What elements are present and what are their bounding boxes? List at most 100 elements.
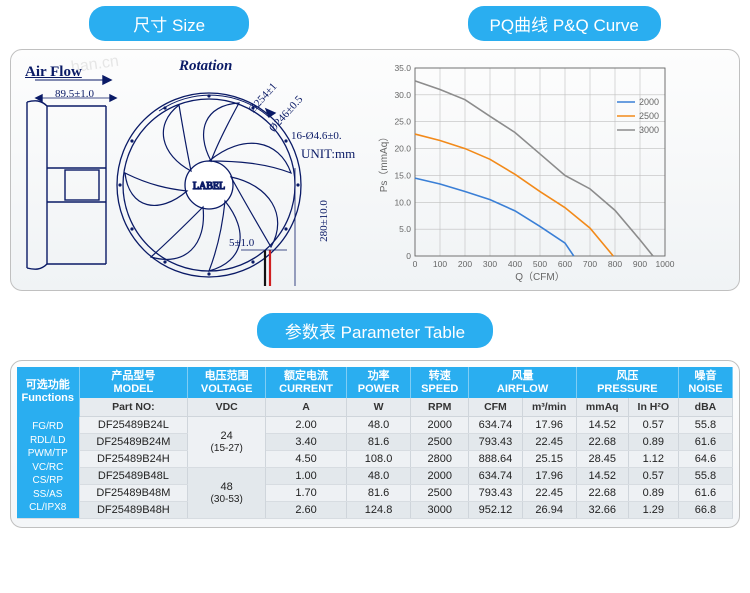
cell: 888.64 [469,451,522,468]
cell: 0.89 [628,434,678,451]
sub-cfm: CFM [469,398,522,417]
header-row-1: 可选功能Functions 产品型号MODEL 电压范围VOLTAGE 额定电流… [17,367,733,398]
table-body: FG/RDRDL/LDPWM/TPVC/RCCS/RPSS/ASCL/IPX8D… [17,417,733,519]
cell: 22.45 [522,485,576,502]
svg-text:35.0: 35.0 [394,63,411,73]
cell-model: DF25489B24L [79,417,188,434]
cell: 48.0 [347,417,411,434]
th-current: 额定电流CURRENT [266,367,347,398]
svg-text:10.0: 10.0 [394,197,411,207]
cell: 3.40 [266,434,347,451]
svg-text:2500: 2500 [639,111,659,121]
functions-cell: FG/RDRDL/LDPWM/TPVC/RCCS/RPSS/ASCL/IPX8 [17,417,79,519]
cell: 1.29 [628,502,678,519]
cell: 81.6 [347,485,411,502]
th-airflow: 风量AIRFLOW [469,367,576,398]
cell: 81.6 [347,434,411,451]
cell: 2.60 [266,502,347,519]
cell: 61.6 [678,485,732,502]
cell: 25.15 [522,451,576,468]
cell: 64.6 [678,451,732,468]
cell: 55.8 [678,468,732,485]
th-pressure: 风压PRESSURE [576,367,678,398]
sub-inh2o: In H²O [628,398,678,417]
table-row: DF25489B48H2.60124.83000952.1226.9432.66… [17,502,733,519]
cell: 952.12 [469,502,522,519]
cell: 0.89 [628,485,678,502]
svg-text:30.0: 30.0 [394,90,411,100]
svg-text:Ps（mmAq）: Ps（mmAq） [378,132,390,193]
svg-text:800: 800 [608,259,622,269]
sub-vdc: VDC [188,398,266,417]
cell: 2000 [411,417,469,434]
width-dim: 89.5±1.0 [55,88,94,100]
cell: 66.8 [678,502,732,519]
svg-text:25.0: 25.0 [394,117,411,127]
size-heading: 尺寸 Size [89,6,249,41]
table-heading: 参数表 Parameter Table [257,313,493,348]
fan-svg: LABEL [11,50,371,290]
unit-label: UNIT:mm [301,146,355,162]
th-model: 产品型号MODEL [79,367,188,398]
table-heading-row: 参数表 Parameter Table [0,291,750,356]
rotation-label: Rotation [179,58,232,75]
cell: 17.96 [522,468,576,485]
cell-model: DF25489B24H [79,451,188,468]
cell: 108.0 [347,451,411,468]
svg-text:300: 300 [483,259,497,269]
cell: 0.57 [628,417,678,434]
sub-rpm: RPM [411,398,469,417]
cell: 14.52 [576,417,628,434]
sub-w: W [347,398,411,417]
cell: 4.50 [266,451,347,468]
svg-text:900: 900 [633,259,647,269]
cell: 2500 [411,434,469,451]
cell: 3000 [411,502,469,519]
svg-text:1000: 1000 [656,259,675,269]
pq-heading: PQ曲线 P&Q Curve [468,6,661,41]
cell: 17.96 [522,417,576,434]
svg-text:0: 0 [413,259,418,269]
wire-h: 5±1.0 [229,237,254,249]
svg-text:15.0: 15.0 [394,170,411,180]
header-row-2: Part NO: VDC A W RPM CFM m³/min mmAq In … [17,398,733,417]
svg-text:2000: 2000 [639,97,659,107]
cell: 634.74 [469,468,522,485]
cell: 22.68 [576,485,628,502]
table-row: FG/RDRDL/LDPWM/TPVC/RCCS/RPSS/ASCL/IPX8D… [17,417,733,434]
sub-mmaq: mmAq [576,398,628,417]
th-power: 功率POWER [347,367,411,398]
cell: 2.00 [266,417,347,434]
pq-chart-svg: 0100200300400500600700800900100005.010.0… [375,58,735,284]
cell: 1.70 [266,485,347,502]
cell: 14.52 [576,468,628,485]
svg-text:600: 600 [558,259,572,269]
cell: 0.57 [628,468,678,485]
svg-text:700: 700 [583,259,597,269]
svg-text:5.0: 5.0 [399,224,411,234]
cell: 48.0 [347,468,411,485]
cell: 22.68 [576,434,628,451]
table-row: DF25489B48L48(30-53)1.0048.02000634.7417… [17,468,733,485]
cell: 22.45 [522,434,576,451]
th-speed: 转速SPEED [411,367,469,398]
cell: 1.00 [266,468,347,485]
cell: 26.94 [522,502,576,519]
table-row: DF25489B48M1.7081.62500793.4322.4522.680… [17,485,733,502]
air-flow-label: Air Flow [25,64,82,81]
table-row: DF25489B24H4.50108.02800888.6425.1528.45… [17,451,733,468]
cell: 32.66 [576,502,628,519]
svg-text:Q（CFM）: Q（CFM） [515,271,564,283]
svg-text:200: 200 [458,259,472,269]
holes-dim: 16-Ø4.6±0. [291,130,342,142]
top-header-row: 尺寸 Size PQ曲线 P&Q Curve [0,0,750,47]
sub-m3: m³/min [522,398,576,417]
cell: 61.6 [678,434,732,451]
cell: 793.43 [469,485,522,502]
sub-a: A [266,398,347,417]
top-panel: han.cn Air Flow Rotation 89.5±1.0 Ø254±1… [10,49,740,291]
cell: 2000 [411,468,469,485]
svg-text:100: 100 [433,259,447,269]
svg-text:20.0: 20.0 [394,144,411,154]
cell: 28.45 [576,451,628,468]
